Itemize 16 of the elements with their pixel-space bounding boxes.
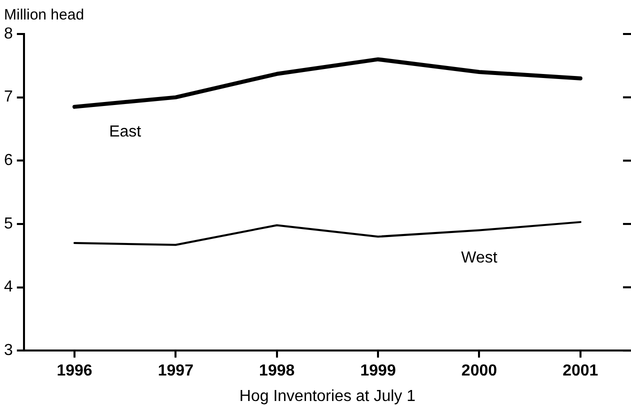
y-tick-label: 4 [4, 278, 13, 296]
x-tick-label: 2001 [562, 362, 598, 380]
y-tick-label: 5 [4, 215, 13, 232]
y-axis-title: Million head [4, 6, 84, 24]
x-tick-label: 1997 [158, 362, 194, 380]
x-tick-label: 1999 [360, 362, 396, 380]
y-tick-label: 7 [4, 88, 13, 106]
x-tick-label: 1996 [56, 362, 92, 380]
x-tick-label: 1998 [259, 362, 295, 380]
x-tick-label: 2000 [461, 362, 498, 380]
series-label: East [109, 123, 142, 140]
x-axis-title: Hog Inventories at July 1 [239, 388, 416, 405]
y-tick-label: 8 [4, 25, 13, 42]
y-tick-label: 3 [4, 342, 13, 360]
series-label: West [461, 250, 498, 267]
y-tick-label: 6 [4, 152, 13, 170]
